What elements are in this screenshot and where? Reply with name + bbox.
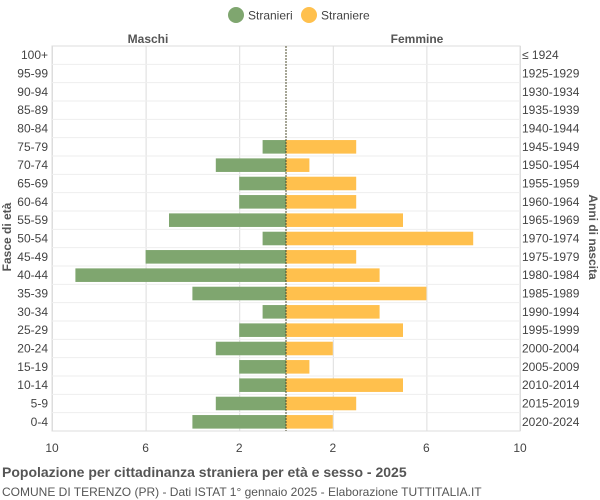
bar-straniere-75-79 bbox=[286, 140, 357, 154]
bar-straniere-70-74 bbox=[286, 158, 310, 172]
bar-straniere-15-19 bbox=[286, 360, 310, 374]
bar-stranieri-20-24 bbox=[215, 341, 286, 356]
birth-year-label-17: 2005-2009 bbox=[522, 360, 580, 374]
x-axis-tick-labels: 10 6 2 2 6 10 bbox=[45, 441, 527, 455]
bar-stranieri-25-29 bbox=[239, 323, 286, 337]
age-label-10-14: 10-14 bbox=[17, 378, 48, 392]
x-tick-label-5: 10 bbox=[513, 441, 527, 455]
birth-year-label-4: 1940-1944 bbox=[522, 122, 580, 136]
birth-year-label-6: 1950-1954 bbox=[522, 158, 580, 172]
x-tick-label-3: 2 bbox=[329, 441, 336, 455]
birth-year-label-3: 1935-1939 bbox=[522, 103, 580, 117]
bar-straniere-30-34 bbox=[286, 305, 380, 319]
left-header-maschi: Maschi bbox=[128, 32, 169, 46]
age-label-20-24: 20-24 bbox=[17, 342, 48, 356]
birth-year-label-2: 1930-1934 bbox=[522, 85, 580, 99]
bar-straniere-25-29 bbox=[286, 323, 403, 337]
age-label-85-89: 85-89 bbox=[17, 103, 48, 117]
x-tick-label-1: 6 bbox=[142, 441, 149, 455]
bar-straniere-40-44 bbox=[286, 268, 380, 282]
birth-year-labels: ≤ 1924 1925-1929 1930-1934 1935-1939 1940-19… bbox=[522, 48, 580, 429]
bar-straniere-10-14 bbox=[286, 378, 403, 392]
age-label-75-79: 75-79 bbox=[17, 140, 48, 154]
bar-stranieri-55-59 bbox=[169, 213, 286, 227]
bar-stranieri-35-39 bbox=[192, 286, 286, 301]
birth-year-label-20: 2020-2024 bbox=[522, 415, 580, 429]
birth-year-label-11: 1975-1979 bbox=[522, 250, 580, 264]
birth-year-label-15: 1995-1999 bbox=[522, 323, 580, 337]
x-tick-label-2: 2 bbox=[236, 441, 243, 455]
birth-year-label-13: 1985-1989 bbox=[522, 287, 580, 301]
y-axis-label-left: Fasce di età bbox=[0, 202, 14, 271]
bar-stranieri-75-79 bbox=[262, 140, 286, 154]
x-tick-label-0: 10 bbox=[45, 441, 59, 455]
age-label-45-49: 45-49 bbox=[17, 250, 48, 264]
bar-stranieri-0-4 bbox=[192, 415, 286, 429]
birth-year-label-9: 1965-1969 bbox=[522, 213, 580, 227]
birth-year-label-1: 1925-1929 bbox=[522, 67, 580, 81]
bar-straniere-0-4 bbox=[286, 415, 333, 429]
bar-stranieri-50-54 bbox=[262, 231, 286, 246]
age-label-70-74: 70-74 bbox=[17, 158, 48, 172]
bar-straniere-55-59 bbox=[286, 213, 403, 227]
age-label-80-84: 80-84 bbox=[17, 122, 48, 136]
chart-title: Popolazione per cittadinanza straniera p… bbox=[2, 464, 407, 480]
legend: Stranieri Straniere bbox=[228, 7, 370, 23]
x-tick-label-4: 6 bbox=[423, 441, 430, 455]
legend-swatch-straniere bbox=[301, 7, 317, 23]
birth-year-label-18: 2010-2014 bbox=[522, 378, 580, 392]
birth-year-label-7: 1955-1959 bbox=[522, 177, 580, 191]
bar-stranieri-70-74 bbox=[215, 158, 286, 172]
age-label-65-69: 65-69 bbox=[17, 177, 48, 191]
age-label-40-44: 40-44 bbox=[17, 268, 48, 282]
y-axis-label-right: Anni di nascita bbox=[586, 194, 600, 280]
legend-swatch-stranieri bbox=[228, 7, 244, 23]
age-label-0-4: 0-4 bbox=[31, 415, 49, 429]
birth-year-label-14: 1990-1994 bbox=[522, 305, 580, 319]
birth-year-label-8: 1960-1964 bbox=[522, 195, 580, 209]
population-pyramid-chart: Stranieri Straniere Maschi Femmine 100+ 95… bbox=[0, 7, 600, 455]
legend-label-stranieri: Stranieri bbox=[248, 9, 293, 23]
age-label-30-34: 30-34 bbox=[17, 305, 48, 319]
age-label-25-29: 25-29 bbox=[17, 323, 48, 337]
bar-straniere-65-69 bbox=[286, 176, 357, 191]
age-label-35-39: 35-39 bbox=[17, 287, 48, 301]
bar-straniere-5-9 bbox=[286, 396, 357, 411]
bar-stranieri-30-34 bbox=[262, 305, 286, 319]
birth-year-label-10: 1970-1974 bbox=[522, 232, 580, 246]
age-label-95-99: 95-99 bbox=[17, 67, 48, 81]
age-label-5-9: 5-9 bbox=[31, 397, 49, 411]
bar-stranieri-40-44 bbox=[75, 268, 287, 282]
birth-year-label-12: 1980-1984 bbox=[522, 268, 580, 282]
bar-straniere-45-49 bbox=[286, 250, 357, 264]
bar-stranieri-5-9 bbox=[215, 396, 286, 411]
age-label-60-64: 60-64 bbox=[17, 195, 48, 209]
bar-stranieri-15-19 bbox=[239, 360, 286, 374]
age-label-90-94: 90-94 bbox=[17, 85, 48, 99]
bar-straniere-50-54 bbox=[286, 231, 474, 246]
age-label-50-54: 50-54 bbox=[17, 232, 48, 246]
bar-stranieri-60-64 bbox=[239, 195, 286, 209]
chart-subtitle: COMUNE DI TERENZO (PR) - Dati ISTAT 1° g… bbox=[2, 485, 482, 499]
bars bbox=[75, 140, 474, 429]
birth-year-label-19: 2015-2019 bbox=[522, 397, 580, 411]
bar-straniere-35-39 bbox=[286, 286, 427, 301]
legend-label-straniere: Straniere bbox=[321, 9, 370, 23]
age-label-100+: 100+ bbox=[21, 48, 48, 62]
bar-stranieri-65-69 bbox=[239, 176, 286, 191]
age-group-labels: 100+ 95-99 90-94 85-89 80-84 75-79 70-74 65-69 6… bbox=[17, 48, 48, 429]
age-label-15-19: 15-19 bbox=[17, 360, 48, 374]
birth-year-label-5: 1945-1949 bbox=[522, 140, 580, 154]
birth-year-label-16: 2000-2004 bbox=[522, 342, 580, 356]
bar-stranieri-45-49 bbox=[145, 250, 286, 264]
bar-straniere-60-64 bbox=[286, 195, 357, 209]
birth-year-label-0: ≤ 1924 bbox=[522, 48, 559, 62]
bar-stranieri-10-14 bbox=[239, 378, 286, 392]
right-header-femmine: Femmine bbox=[391, 32, 444, 46]
bar-straniere-20-24 bbox=[286, 341, 333, 356]
age-label-55-59: 55-59 bbox=[17, 213, 48, 227]
